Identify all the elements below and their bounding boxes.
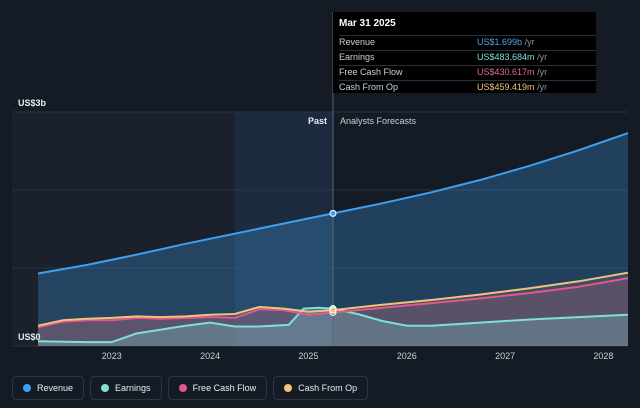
tooltip-value: US$1.699b /yr [477,37,535,47]
legend-label: Earnings [115,383,151,393]
legend: Revenue Earnings Free Cash Flow Cash Fro… [12,376,369,400]
marker-cash-from-op [329,306,337,314]
tooltip-label: Earnings [339,52,375,62]
tooltip-label: Free Cash Flow [339,67,403,77]
x-tick-label: 2027 [495,351,515,361]
tooltip-label: Cash From Op [339,82,399,92]
series-line-earnings [37,306,629,344]
y-axis-bottom-label: US$0 [18,332,41,342]
series-line-free-cash-flow [37,277,629,329]
legend-dot-icon [101,384,110,392]
legend-dot-icon [23,384,31,392]
tooltip-row-cash-from-op: Cash From Op US$459.419m /yr [339,80,596,95]
hover-markers [329,209,337,316]
legend-item-earnings[interactable]: Earnings [90,376,162,400]
tooltip-value: US$459.419m /yr [477,82,548,92]
tooltip-row-free-cash-flow: Free Cash Flow US$430.617m /yr [339,65,596,80]
legend-item-free-cash-flow[interactable]: Free Cash Flow [167,376,268,400]
tooltip-value: US$430.617m /yr [477,67,548,77]
tooltip-row-revenue: Revenue US$1.699b /yr [339,35,596,50]
legend-label: Cash From Op [298,383,358,393]
x-tick-label: 2028 [593,351,613,361]
series-area-cash-from-op [38,272,628,346]
x-tick-label: 2023 [102,351,122,361]
tooltip-date: Mar 31 2025 [339,18,396,29]
series-area-free-cash-flow [38,278,628,346]
tooltip-value: US$483.684m /yr [477,52,548,62]
forecast-label: Analysts Forecasts [340,116,417,126]
tooltip: Mar 31 2025 Revenue US$1.699b /yr Earnin… [333,12,596,93]
x-tick-label: 2024 [200,351,220,361]
legend-label: Free Cash Flow [192,383,257,393]
legend-dot-icon [284,384,293,392]
grid-lines [12,111,628,347]
legend-item-revenue[interactable]: Revenue [12,376,85,400]
x-tick-label: 2026 [397,351,417,361]
marker-revenue [329,209,337,217]
legend-dot-icon [178,384,187,392]
tooltip-label: Revenue [339,37,376,47]
x-axis-ticks: 2023 2024 2025 2026 2027 2028 [102,351,614,361]
legend-label: Revenue [37,383,74,393]
legend-item-cash-from-op[interactable]: Cash From Op [273,376,369,400]
x-tick-label: 2025 [298,351,318,361]
tooltip-row-earnings: Earnings US$483.684m /yr [339,50,596,65]
y-axis-top-label: US$3b [18,98,47,108]
past-label: Past [308,116,327,126]
series-line-cash-from-op [37,271,629,327]
